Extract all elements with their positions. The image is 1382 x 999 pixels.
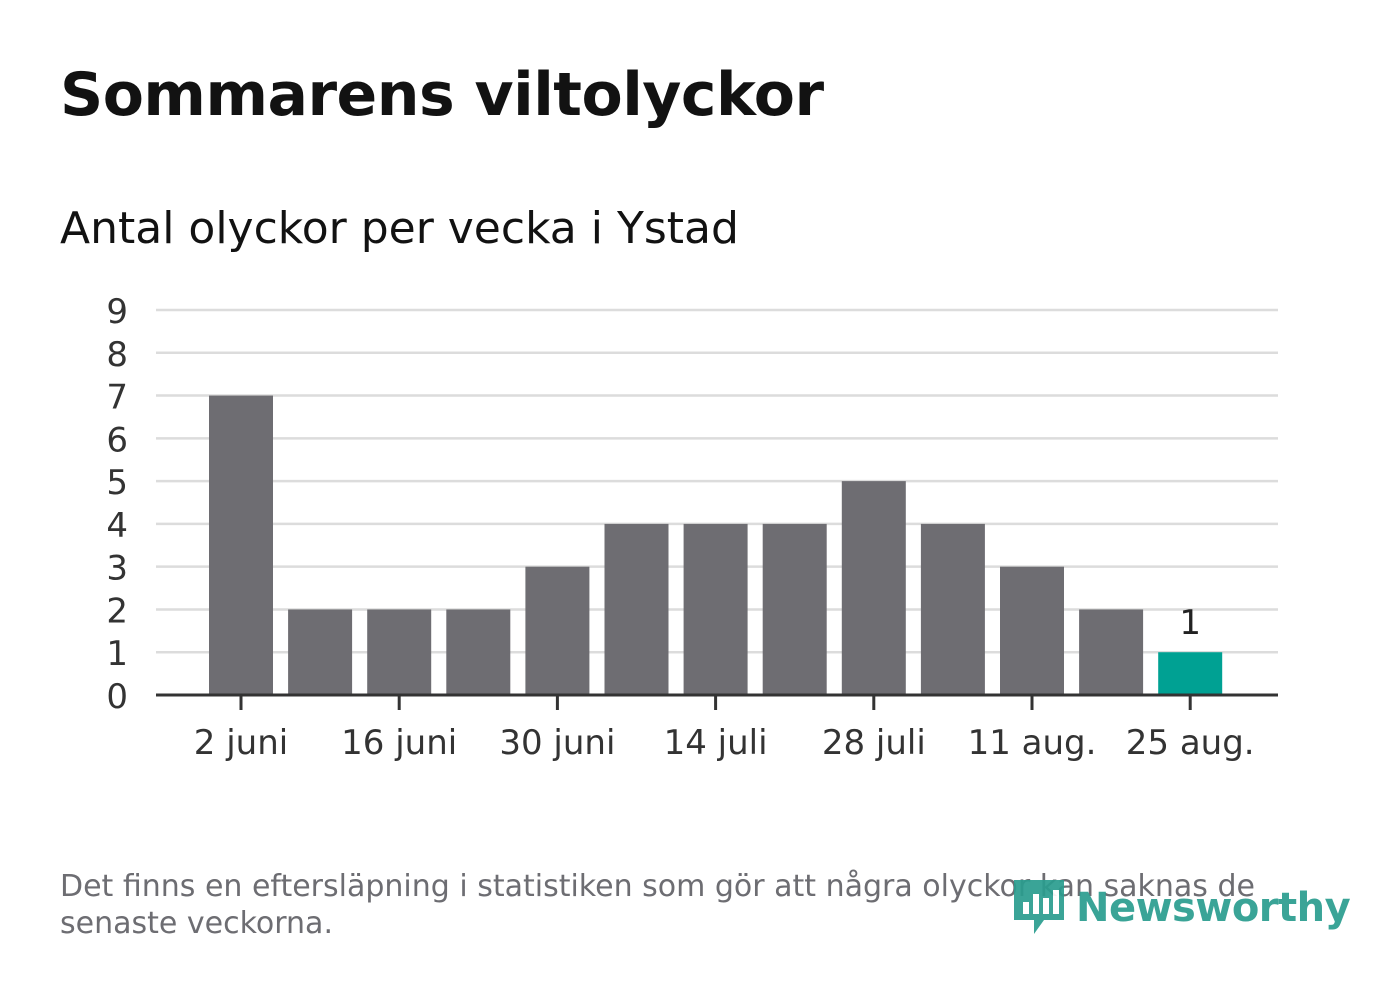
bar — [525, 566, 590, 695]
x-tick-label: 2 juni — [194, 723, 288, 763]
bar-chart-pin-icon — [1014, 880, 1064, 934]
bar — [446, 609, 511, 695]
logo-text: Newsworthy — [1076, 885, 1351, 931]
y-tick-label: 1 — [106, 634, 128, 674]
x-tick-label: 14 juli — [664, 723, 768, 763]
x-tick-label: 25 aug. — [1126, 723, 1255, 763]
x-tick-label: 11 aug. — [968, 723, 1097, 763]
y-tick-label: 2 — [106, 591, 128, 631]
y-tick-label: 3 — [106, 549, 128, 589]
bar — [1000, 566, 1064, 695]
bar — [683, 523, 748, 695]
bar — [841, 481, 906, 695]
y-tick-label: 8 — [106, 335, 128, 375]
y-tick-label: 7 — [106, 378, 128, 418]
bar — [209, 395, 273, 695]
x-tick-label: 28 juli — [822, 723, 926, 763]
y-tick-label: 5 — [106, 463, 128, 503]
y-tick-label: 9 — [106, 292, 128, 332]
x-tick-label: 16 juni — [341, 723, 457, 763]
bar — [604, 523, 669, 695]
bar — [920, 523, 985, 695]
y-tick-label: 6 — [106, 420, 128, 460]
y-tick-label: 0 — [106, 677, 128, 717]
bar — [1079, 609, 1144, 695]
x-tick-label: 30 juni — [499, 723, 615, 763]
data-label: 1 — [1179, 603, 1201, 643]
chart-title: Sommarens viltolyckor — [60, 60, 824, 130]
y-tick-label: 4 — [106, 506, 128, 546]
newsworthy-logo: Newsworthy — [1010, 876, 1351, 940]
bar — [288, 609, 353, 695]
bar — [367, 609, 432, 695]
bar — [762, 523, 827, 695]
chart-subtitle: Antal olyckor per vecka i Ystad — [60, 203, 739, 254]
bar — [1158, 652, 1223, 695]
